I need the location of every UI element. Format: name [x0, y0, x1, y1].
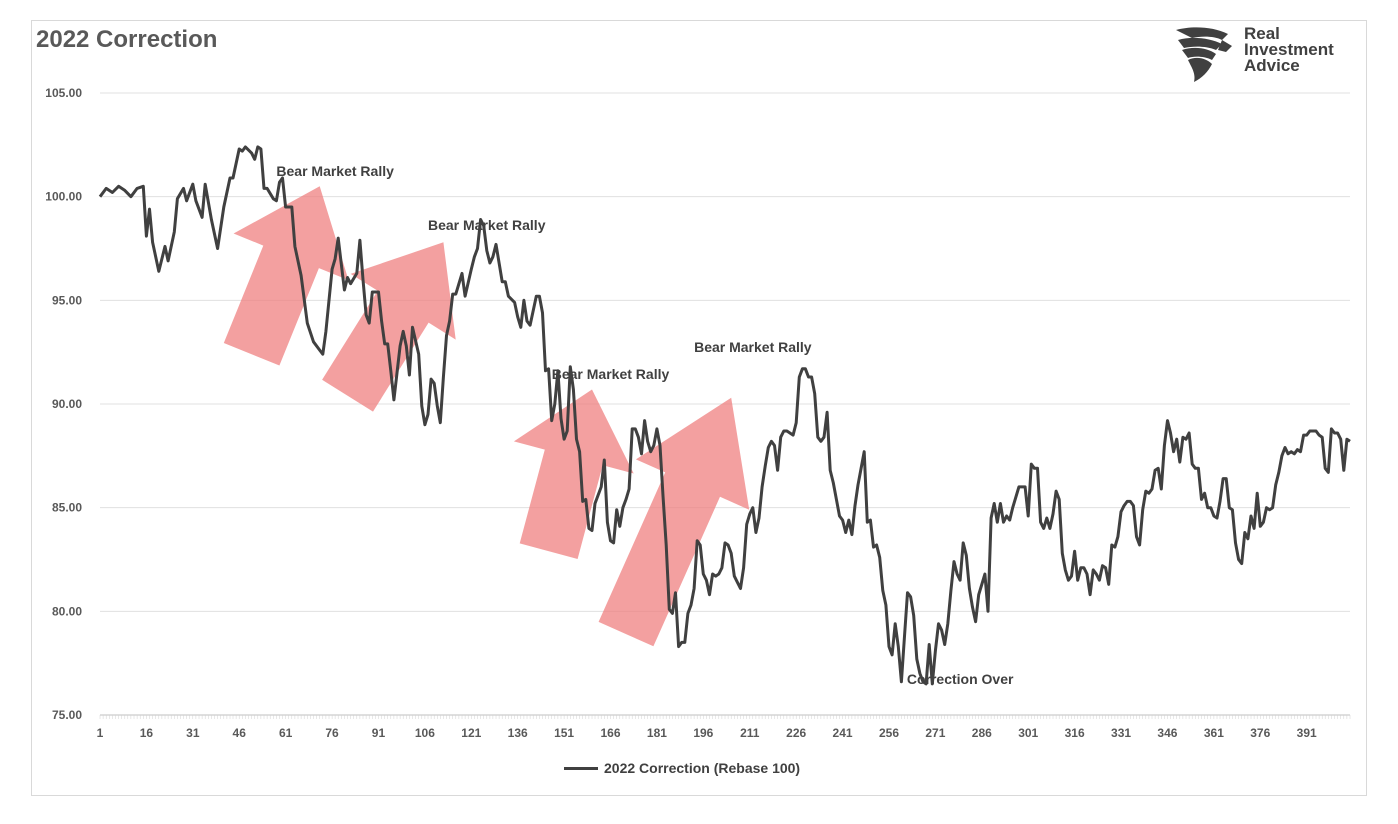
legend-swatch [564, 766, 598, 770]
y-tick-label: 85.00 [52, 501, 82, 515]
series-layer [98, 145, 1351, 686]
x-tick-label: 1 [97, 726, 104, 740]
rally-arrow [322, 242, 456, 412]
x-tick-label: 136 [508, 726, 528, 740]
series-line [98, 145, 1351, 686]
annotation-label: Bear Market Rally [694, 339, 812, 355]
x-tick-label: 391 [1297, 726, 1317, 740]
chart-title: 2022 Correction [36, 26, 218, 53]
logo-line: Real [1244, 24, 1280, 43]
x-tick-label: 196 [693, 726, 713, 740]
x-axis-ticks: 1 16 31 46 61 76 91 106 121 136 151 166 181 196 211 226… [97, 726, 1317, 740]
y-tick-label: 100.00 [45, 190, 82, 204]
x-tick-label: 151 [554, 726, 574, 740]
rally-arrow [513, 389, 634, 559]
annotation-label: Correction Over [907, 671, 1014, 687]
x-tick-label: 256 [879, 726, 899, 740]
rally-arrow [598, 397, 750, 647]
rally-arrow [223, 186, 349, 366]
y-axis-ticks: 75.00 80.00 85.00 90.00 95.00 100.00 105.00 [45, 86, 82, 722]
x-tick-label: 331 [1111, 726, 1131, 740]
x-tick-label: 106 [415, 726, 435, 740]
logo-line: Investment [1244, 40, 1334, 59]
eagle-head-icon [1176, 27, 1232, 82]
brand-logo: Real Investment Advice [1172, 24, 1352, 84]
x-tick-label: 226 [786, 726, 806, 740]
x-tick-label: 61 [279, 726, 293, 740]
x-minor-ticks [99, 715, 1351, 719]
x-tick-label: 301 [1018, 726, 1038, 740]
x-tick-label: 316 [1065, 726, 1085, 740]
x-axis [99, 714, 1351, 719]
y-tick-label: 95.00 [52, 293, 82, 307]
annotation-label: Bear Market Rally [428, 217, 546, 233]
x-tick-label: 121 [461, 726, 481, 740]
x-tick-label: 271 [925, 726, 945, 740]
legend: 2022 Correction (Rebase 100) [564, 760, 800, 776]
x-tick-label: 361 [1204, 726, 1224, 740]
y-tick-label: 75.00 [52, 708, 82, 722]
logo-text: Real Investment Advice [1244, 24, 1334, 75]
y-tick-label: 90.00 [52, 397, 82, 411]
logo-line: Advice [1244, 56, 1300, 75]
x-tick-label: 346 [1157, 726, 1177, 740]
x-tick-label: 211 [740, 726, 760, 740]
rally-arrows [223, 186, 750, 647]
legend-label: 2022 Correction (Rebase 100) [604, 760, 801, 776]
x-tick-label: 46 [233, 726, 247, 740]
y-tick-label: 105.00 [45, 86, 82, 100]
chart-frame [31, 20, 1367, 796]
x-tick-label: 286 [972, 726, 992, 740]
x-tick-label: 376 [1250, 726, 1270, 740]
annotation-label: Bear Market Rally [276, 163, 394, 179]
x-tick-label: 91 [372, 726, 386, 740]
x-tick-label: 166 [601, 726, 621, 740]
annotations: Bear Market Rally Bear Market Rally Bear M… [276, 163, 1014, 687]
annotation-label: Bear Market Rally [552, 366, 670, 382]
x-tick-label: 76 [325, 726, 339, 740]
x-tick-label: 241 [833, 726, 853, 740]
x-tick-label: 16 [140, 726, 154, 740]
y-tick-label: 80.00 [52, 604, 82, 618]
x-tick-label: 31 [186, 726, 200, 740]
x-tick-label: 181 [647, 726, 667, 740]
